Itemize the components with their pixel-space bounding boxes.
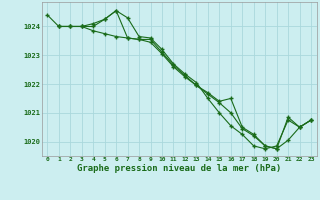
X-axis label: Graphe pression niveau de la mer (hPa): Graphe pression niveau de la mer (hPa) [77, 164, 281, 173]
